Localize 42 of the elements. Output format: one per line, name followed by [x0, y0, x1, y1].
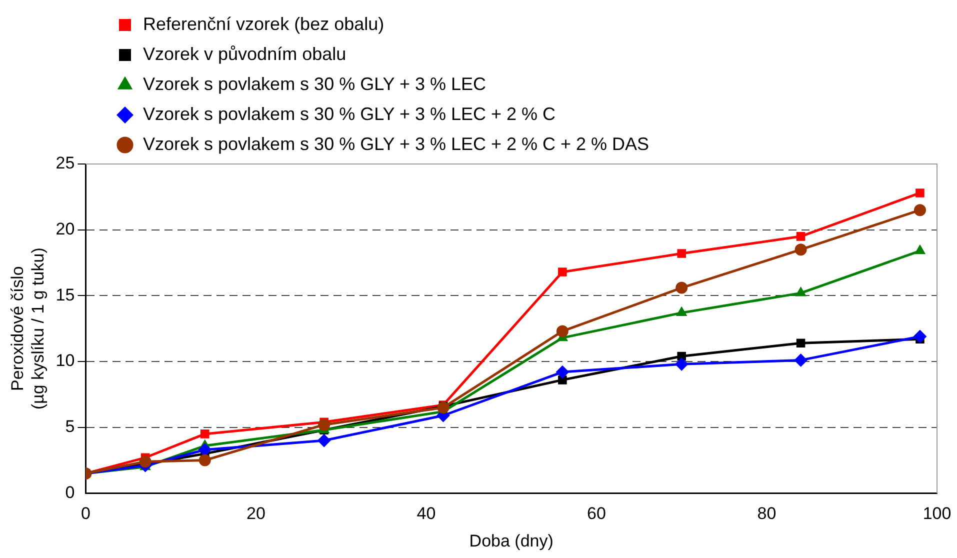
point — [796, 232, 806, 241]
x-tick-label: 20 — [246, 504, 266, 524]
x-axis-title: Doba (dny) — [469, 531, 554, 550]
point — [558, 268, 567, 276]
point — [675, 358, 688, 371]
y-tick-label: 5 — [65, 417, 75, 436]
point — [796, 338, 806, 348]
point — [198, 454, 211, 466]
point — [796, 287, 806, 296]
point — [794, 244, 807, 256]
legend-label: Vzorek s povlakem s 30 % GLY + 3 % LEC + 2 % C + 2 % DAS — [143, 134, 650, 154]
y-tick-label: 25 — [56, 154, 75, 173]
point — [794, 354, 808, 367]
y-tick-label: 15 — [56, 285, 75, 304]
point — [677, 249, 686, 258]
point — [676, 306, 687, 316]
point — [556, 366, 569, 379]
y-tick-label: 20 — [56, 220, 75, 239]
y-axis-title: Peroxidové číslo (µg kyslíku / 1 g tuku) — [8, 248, 48, 410]
legend-label: Vzorek v původním obalu — [143, 44, 346, 64]
x-tick-label: 60 — [587, 504, 606, 524]
x-tick-label: 0 — [80, 504, 90, 524]
legend-label: Vzorek s povlakem s 30 % GLY + 3 % LEC + 2 % C — [143, 104, 556, 124]
legend-label: Referenční vzorek (bez obalu) — [143, 14, 384, 34]
point — [914, 204, 926, 216]
point — [556, 325, 568, 338]
point — [139, 456, 152, 468]
point — [437, 402, 450, 414]
point — [318, 418, 330, 431]
y-tick-label: 0 — [65, 482, 75, 502]
point — [676, 282, 688, 294]
point — [318, 434, 331, 448]
x-tick-label: 80 — [757, 504, 776, 524]
y-tick-label: 10 — [56, 351, 75, 370]
legend-label: Vzorek s povlakem s 30 % GLY + 3 % LEC — [143, 74, 486, 94]
x-tick-label: 40 — [416, 504, 436, 524]
point — [916, 188, 924, 198]
point — [198, 443, 212, 456]
point — [913, 330, 926, 343]
point — [200, 430, 210, 438]
point — [914, 244, 926, 254]
x-tick-label: 100 — [922, 504, 952, 524]
